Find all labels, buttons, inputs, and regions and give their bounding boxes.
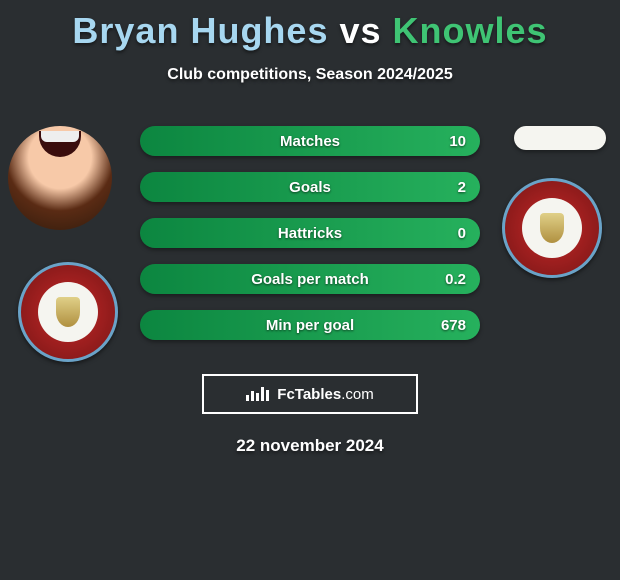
stat-label: Goals per match	[140, 271, 480, 288]
subtitle: Club competitions, Season 2024/2025	[0, 66, 620, 84]
branding-suffix: .com	[341, 386, 374, 403]
branding-bold: FcTables	[277, 386, 341, 403]
player1-club-crest	[18, 262, 118, 362]
player2-name: Knowles	[393, 10, 548, 51]
stat-right-value: 10	[449, 133, 466, 150]
stat-label: Hattricks	[140, 225, 480, 242]
stat-row-min-per-goal: Min per goal 678	[140, 310, 480, 340]
stat-row-goals-per-match: Goals per match 0.2	[140, 264, 480, 294]
stat-right-value: 2	[458, 179, 466, 196]
crest-shield	[540, 213, 564, 243]
stat-row-goals: Goals 2	[140, 172, 480, 202]
player1-name: Bryan Hughes	[72, 10, 328, 51]
stat-label: Goals	[140, 179, 480, 196]
branding-logo-icon	[246, 387, 269, 401]
crest-shield	[56, 297, 80, 327]
player2-club-crest	[502, 178, 602, 278]
stat-row-hattricks: Hattricks 0	[140, 218, 480, 248]
stat-row-matches: Matches 10	[140, 126, 480, 156]
stat-right-value: 0	[458, 225, 466, 242]
branding-name: FcTables.com	[277, 386, 373, 403]
player2-photo-placeholder	[514, 126, 606, 150]
photo-teeth	[41, 131, 78, 141]
crest-inner	[522, 198, 582, 258]
stat-label: Matches	[140, 133, 480, 150]
comparison-content: Matches 10 Goals 2 Hattricks 0 Goals per…	[0, 126, 620, 356]
title-vs: vs	[339, 10, 381, 51]
comparison-title: Bryan Hughes vs Knowles	[0, 0, 620, 52]
footer-date: 22 november 2024	[0, 436, 620, 456]
stat-right-value: 678	[441, 317, 466, 334]
stat-right-value: 0.2	[445, 271, 466, 288]
crest-inner	[38, 282, 98, 342]
branding-box: FcTables.com	[202, 374, 418, 414]
stat-bars: Matches 10 Goals 2 Hattricks 0 Goals per…	[140, 126, 480, 356]
player1-photo	[8, 126, 112, 230]
stat-label: Min per goal	[140, 317, 480, 334]
